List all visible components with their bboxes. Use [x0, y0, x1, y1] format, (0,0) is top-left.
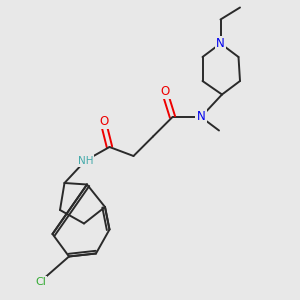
Text: N: N	[216, 37, 225, 50]
Text: O: O	[160, 85, 169, 98]
Text: N: N	[196, 110, 206, 124]
Text: NH: NH	[78, 155, 93, 166]
Text: Cl: Cl	[35, 277, 46, 287]
Text: O: O	[99, 115, 108, 128]
